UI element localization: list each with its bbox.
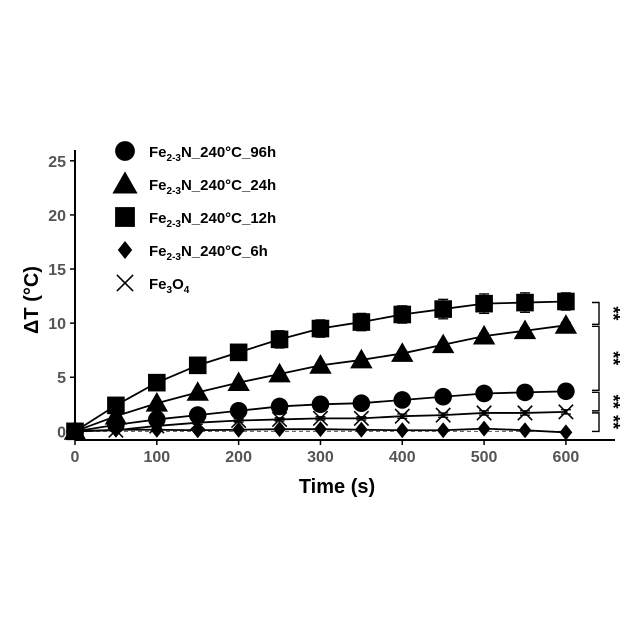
data-point-square [312, 320, 330, 338]
data-point-triangle [112, 171, 137, 193]
data-series [64, 293, 577, 441]
data-point-circle [115, 141, 135, 161]
significance-bracket: ** [592, 413, 623, 432]
data-point-circle [475, 385, 493, 403]
x-tick-label: 100 [143, 449, 170, 466]
data-point-diamond [355, 422, 368, 438]
data-point-diamond [519, 422, 532, 438]
data-point-square [115, 207, 135, 227]
legend-item: Fe2-3N_240°C_6h [118, 241, 268, 263]
data-point-square [230, 344, 248, 362]
data-point-square [148, 374, 166, 392]
data-point-square [434, 300, 452, 318]
significance-bracket: ** [592, 326, 623, 390]
legend-label: Fe2-3N_240°C_24h [149, 177, 276, 197]
legend-item: Fe2-3N_240°C_12h [115, 207, 276, 230]
y-tick-label: 10 [48, 316, 66, 333]
y-axis-title: ΔT (°C) [21, 266, 43, 334]
data-point-circle [312, 395, 330, 413]
legend-item: Fe2-3N_240°C_96h [115, 141, 276, 164]
y-tick-label: 5 [57, 370, 66, 387]
bracket-line [592, 326, 599, 390]
data-point-diamond [118, 241, 132, 259]
significance-brackets: ** ** ** ** [592, 302, 623, 431]
data-point-circle [434, 388, 452, 406]
x-axis-title: Time (s) [299, 476, 375, 498]
bracket-line [592, 302, 599, 324]
data-point-circle [557, 383, 575, 401]
bracket-line [592, 392, 599, 411]
significance-label: ** [603, 395, 623, 409]
legend-label: Fe2-3N_240°C_12h [149, 210, 276, 230]
legend-label: Fe2-3N_240°C_96h [149, 144, 276, 164]
legend-item: Fe2-3N_240°C_24h [112, 171, 276, 197]
data-point-square [107, 397, 125, 415]
data-point-square [353, 313, 371, 331]
data-point-square [271, 331, 289, 349]
significance-label: ** [603, 415, 623, 429]
data-point-square [393, 306, 411, 324]
legend-label: Fe3O4 [149, 276, 190, 296]
data-point-circle [393, 391, 411, 409]
data-point-diamond [437, 422, 450, 438]
data-point-circle [353, 394, 371, 412]
data-point-square [516, 294, 534, 312]
data-point-circle [516, 384, 534, 402]
x-tick-label: 0 [71, 449, 80, 466]
x-tick-label: 600 [553, 449, 580, 466]
data-point-cross [117, 275, 133, 291]
significance-bracket: ** [592, 392, 623, 411]
significance-label: ** [603, 306, 623, 320]
y-tick-label: 15 [48, 262, 66, 279]
series-diamond [69, 421, 573, 441]
data-point-square [557, 293, 575, 311]
bracket-line [592, 413, 599, 432]
data-point-square [189, 357, 207, 375]
data-point-diamond [560, 424, 573, 440]
x-tick-label: 200 [225, 449, 252, 466]
data-point-triangle [555, 314, 577, 334]
significance-label: ** [603, 351, 623, 365]
y-tick-label: 25 [48, 154, 66, 171]
legend-item: Fe3O4 [117, 275, 190, 296]
y-tick-label: 20 [48, 208, 66, 225]
legend: Fe2-3N_240°C_96h Fe2-3N_240°C_24h Fe2-3N_2… [112, 141, 276, 296]
significance-bracket: ** [592, 302, 623, 324]
data-point-diamond [396, 422, 409, 438]
x-tick-label: 500 [471, 449, 498, 466]
legend-label: Fe2-3N_240°C_6h [149, 243, 268, 263]
x-tick-label: 300 [307, 449, 334, 466]
data-point-diamond [478, 421, 491, 437]
data-point-circle [230, 402, 248, 420]
x-tick-label: 400 [389, 449, 416, 466]
data-point-square [475, 295, 493, 313]
